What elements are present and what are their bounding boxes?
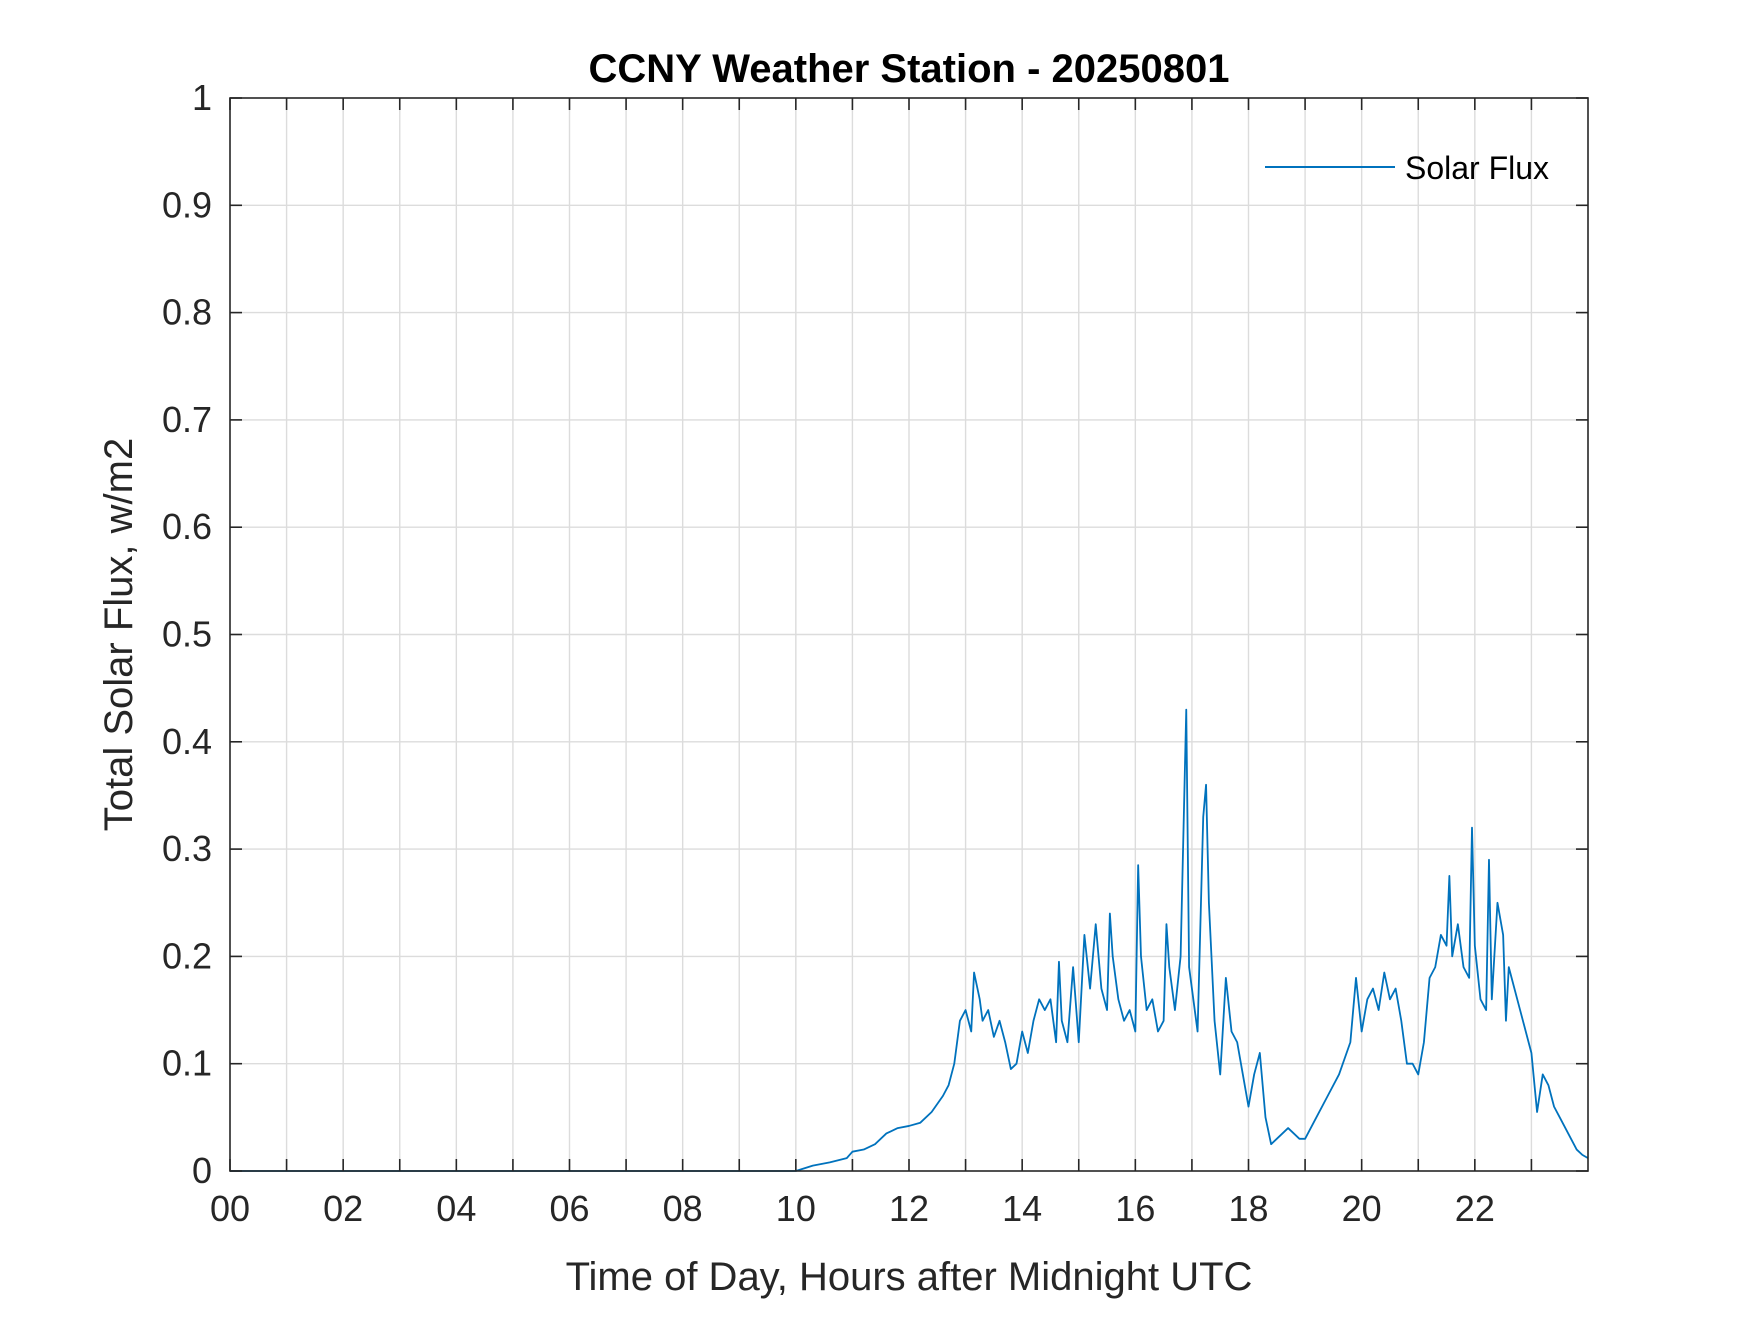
y-tick-label: 0.5 xyxy=(162,614,212,655)
x-tick-label: 08 xyxy=(663,1188,703,1229)
x-axis-label: Time of Day, Hours after Midnight UTC xyxy=(566,1255,1253,1299)
y-tick-label: 0 xyxy=(192,1150,212,1191)
tick-marks xyxy=(229,97,1588,1172)
x-tick-label: 10 xyxy=(776,1188,816,1229)
y-tick-label: 0.9 xyxy=(162,184,212,225)
y-tick-label: 1 xyxy=(192,77,212,118)
y-tick-label: 0.4 xyxy=(162,721,212,762)
x-tick-label: 12 xyxy=(889,1188,929,1229)
y-tick-label: 0.3 xyxy=(162,828,212,869)
x-tick-label: 20 xyxy=(1342,1188,1382,1229)
y-tick-label: 0.7 xyxy=(162,399,212,440)
series-line-solar-flux xyxy=(230,708,1589,1172)
x-tick-label: 16 xyxy=(1115,1188,1155,1229)
chart-title: CCNY Weather Station - 20250801 xyxy=(589,47,1230,91)
legend: Solar Flux xyxy=(1265,150,1549,186)
x-tick-label: 22 xyxy=(1455,1188,1495,1229)
y-tick-label: 0.6 xyxy=(162,506,212,547)
x-tick-label: 04 xyxy=(436,1188,476,1229)
legend-label-solar-flux: Solar Flux xyxy=(1405,150,1549,186)
y-tick-label: 0.1 xyxy=(162,1043,212,1084)
x-tick-label: 02 xyxy=(323,1188,363,1229)
y-tick-label: 0.2 xyxy=(162,935,212,976)
x-tick-label: 00 xyxy=(210,1188,250,1229)
x-tick-label: 18 xyxy=(1228,1188,1268,1229)
y-tick-label: 0.8 xyxy=(162,292,212,333)
y-axis-label: Total Solar Flux, w/m2 xyxy=(97,438,141,831)
series-layer xyxy=(230,708,1589,1172)
x-tick-label: 14 xyxy=(1002,1188,1042,1229)
x-tick-label: 06 xyxy=(549,1188,589,1229)
tick-labels: 00 02 04 06 08 10 12 14 16 18 20 22 0 0.1 0.2 0.3 0.4 0.5… xyxy=(162,77,1495,1229)
